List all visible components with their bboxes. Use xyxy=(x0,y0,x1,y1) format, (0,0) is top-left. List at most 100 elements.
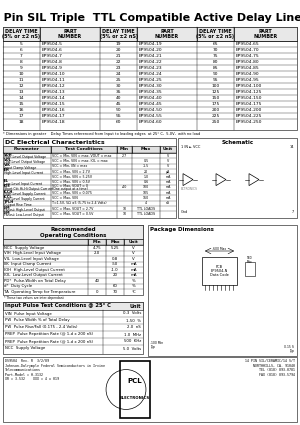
Text: (5% or ±2 nS): (5% or ±2 nS) xyxy=(196,34,235,39)
Text: IIH: IIH xyxy=(4,168,10,173)
Text: 2.0  nS: 2.0 nS xyxy=(127,326,141,329)
Text: 2.7: 2.7 xyxy=(122,154,127,158)
Text: 2.0: 2.0 xyxy=(94,251,100,255)
Text: EP9504-22: EP9504-22 xyxy=(139,60,163,64)
Text: Parameter: Parameter xyxy=(14,147,40,151)
Text: 20: 20 xyxy=(144,170,148,173)
Text: EP9504-80: EP9504-80 xyxy=(236,60,260,64)
Text: Fanout Low-Level Output: Fanout Low-Level Output xyxy=(4,213,44,217)
Text: V: V xyxy=(167,164,169,168)
Text: VCC = Max, VIN: VCC = Max, VIN xyxy=(52,196,78,200)
Text: PREP  Pulse Repetition Rate (@ 1-d x 200 nS): PREP Pulse Repetition Rate (@ 1-d x 200 … xyxy=(5,340,93,343)
Text: 50: 50 xyxy=(116,108,121,112)
Bar xyxy=(202,257,237,285)
Text: PW  Pulse Width % of Total Delay: PW Pulse Width % of Total Delay xyxy=(5,318,70,323)
Text: mA: mA xyxy=(165,180,171,184)
Text: EP9504-150: EP9504-150 xyxy=(236,96,262,100)
Bar xyxy=(3,27,40,41)
Text: NUMBER: NUMBER xyxy=(155,34,179,39)
Text: Low-Level Supply Current: Low-Level Supply Current xyxy=(4,197,45,201)
Text: -1.5: -1.5 xyxy=(143,164,149,168)
Text: 80: 80 xyxy=(213,60,218,64)
Text: 200: 200 xyxy=(212,108,220,112)
Bar xyxy=(40,27,100,41)
Bar xyxy=(234,27,297,41)
Text: EP9504-85: EP9504-85 xyxy=(236,66,260,70)
Text: Typ: Typ xyxy=(150,345,155,349)
Text: PREP  Pulse Repetition Rate (@ 1-d x 200 nS): PREP Pulse Repetition Rate (@ 1-d x 200 … xyxy=(5,332,93,337)
Text: 55: 55 xyxy=(116,114,122,118)
Text: EP9504-20: EP9504-20 xyxy=(139,48,163,52)
Text: NCC  Supply Voltage: NCC Supply Voltage xyxy=(4,246,44,250)
Text: EP9504-25: EP9504-25 xyxy=(139,78,163,82)
Text: EP9504-6: EP9504-6 xyxy=(42,48,63,52)
Text: NUMBER: NUMBER xyxy=(58,34,82,39)
Text: EP9504-21: EP9504-21 xyxy=(139,54,163,58)
Text: 0.15 S: 0.15 S xyxy=(284,345,294,349)
Text: DELAY TIME: DELAY TIME xyxy=(5,28,38,34)
Bar xyxy=(88,239,106,245)
Text: 225: 225 xyxy=(211,114,220,118)
Text: EP9504-35: EP9504-35 xyxy=(139,90,163,94)
Text: VIK: VIK xyxy=(4,163,11,167)
Text: 500  KHz: 500 KHz xyxy=(124,340,141,343)
Text: EP9504-175: EP9504-175 xyxy=(236,102,262,106)
Bar xyxy=(3,357,297,422)
Text: EP9504-8: EP9504-8 xyxy=(42,60,63,64)
Text: 85: 85 xyxy=(213,66,218,70)
Text: 7: 7 xyxy=(292,210,294,214)
Bar xyxy=(3,27,297,130)
Text: High-Level Input Current: High-Level Input Current xyxy=(4,171,43,175)
Text: 8 Pin SIL Triple  TTL Compatible Active Delay Lines: 8 Pin SIL Triple TTL Compatible Active D… xyxy=(0,13,300,23)
Text: EP9504-90: EP9504-90 xyxy=(236,72,260,76)
Text: EP9504-14: EP9504-14 xyxy=(42,96,66,100)
Text: EP9504-55: EP9504-55 xyxy=(139,114,163,118)
Text: V: V xyxy=(167,154,169,158)
Text: (5% or ±2 nS): (5% or ±2 nS) xyxy=(2,34,40,39)
Text: * These two values are inter-dependant: * These two values are inter-dependant xyxy=(4,297,64,300)
Text: 14: 14 xyxy=(290,145,294,149)
Text: EP9504-40: EP9504-40 xyxy=(139,96,163,100)
Text: Package Dimensions: Package Dimensions xyxy=(150,227,214,232)
Text: VCC = Max, VOUT = 0: VCC = Max, VOUT = 0 xyxy=(52,184,88,188)
Text: 160: 160 xyxy=(143,196,149,200)
Text: 16: 16 xyxy=(19,108,24,112)
Text: 7: 7 xyxy=(20,54,23,58)
Text: Low-Level Output Voltage: Low-Level Output Voltage xyxy=(4,160,45,164)
Bar xyxy=(120,361,150,418)
Text: 65: 65 xyxy=(213,42,218,46)
Text: °C: °C xyxy=(131,290,136,294)
Text: 20: 20 xyxy=(112,273,118,277)
Bar xyxy=(3,302,143,354)
Text: DC Electrical Characteristics: DC Electrical Characteristics xyxy=(5,139,105,144)
Text: PD*  Pulse-Width on Total Delay: PD* Pulse-Width on Total Delay xyxy=(4,279,66,283)
Bar xyxy=(137,27,197,41)
Text: High-Level Supply Current: High-Level Supply Current xyxy=(4,192,46,196)
Text: Unit: Unit xyxy=(129,240,138,244)
Text: 45: 45 xyxy=(116,102,121,106)
Text: -50: -50 xyxy=(112,262,118,266)
Text: V: V xyxy=(132,257,135,261)
Text: mA: mA xyxy=(130,273,137,277)
Text: 105: 105 xyxy=(143,191,149,195)
Text: 23: 23 xyxy=(116,66,121,70)
Text: V: V xyxy=(132,246,135,250)
Text: EP9504-250: EP9504-250 xyxy=(236,120,262,124)
Text: VOH: VOH xyxy=(4,153,13,156)
Text: 14 PIN SIL/CERAMIC/14 S/T
NORTHHILLS, CA. 91040
TEL (818) 893-0781
FAX (818) 893: 14 PIN SIL/CERAMIC/14 S/T NORTHHILLS, CA… xyxy=(245,359,295,377)
Text: 13: 13 xyxy=(19,90,24,94)
Text: mA: mA xyxy=(165,191,171,195)
Text: NM: NM xyxy=(4,206,11,210)
Text: 10: 10 xyxy=(122,207,127,211)
Text: mA: mA xyxy=(130,262,137,266)
Text: NUMBER: NUMBER xyxy=(254,34,278,39)
Bar xyxy=(3,146,51,153)
Text: -1.0: -1.0 xyxy=(111,268,119,272)
Text: 95: 95 xyxy=(213,78,218,82)
Text: 21: 21 xyxy=(116,54,121,58)
Text: EP9504-17: EP9504-17 xyxy=(42,114,66,118)
Text: 1-50  %: 1-50 % xyxy=(126,318,141,323)
Text: 25: 25 xyxy=(116,78,121,82)
Bar xyxy=(3,225,143,295)
Text: TBD
Max: TBD Max xyxy=(247,256,253,264)
